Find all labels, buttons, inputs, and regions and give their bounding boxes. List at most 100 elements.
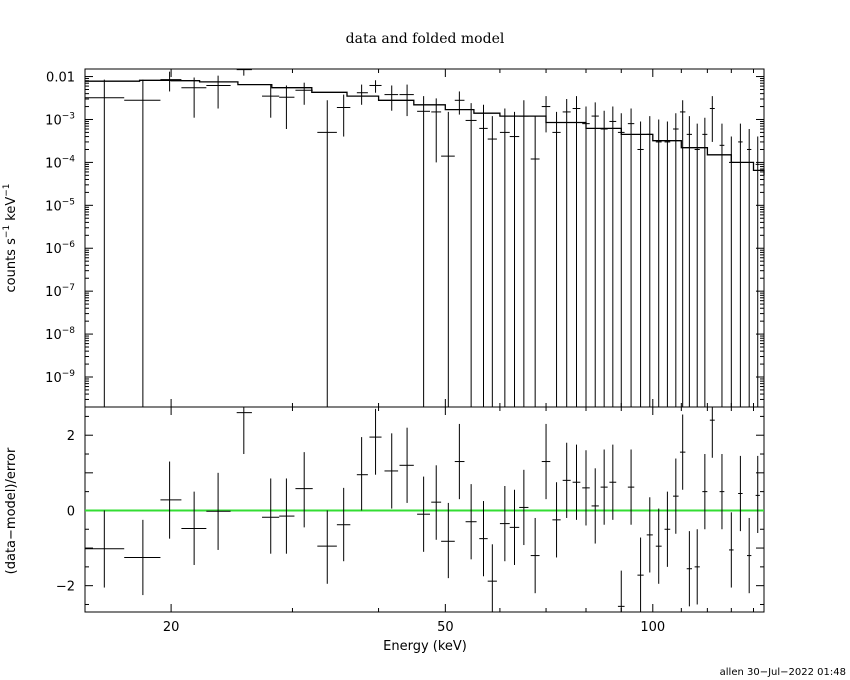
residual-point <box>317 510 337 584</box>
data-point <box>664 121 671 407</box>
residual-point <box>582 450 590 526</box>
y-tick-exponent: −3 <box>62 111 75 121</box>
residual-point <box>399 427 414 503</box>
data-point <box>384 85 399 111</box>
data-point <box>541 96 551 133</box>
residual-point <box>617 570 625 612</box>
residual-point <box>719 454 725 530</box>
y-tick-label: 10−3 <box>45 111 75 128</box>
residual-point <box>729 512 734 588</box>
data-point <box>479 104 488 407</box>
y-tick-label: 10−9 <box>45 369 75 386</box>
data-point <box>431 98 442 163</box>
residual-point <box>160 461 182 539</box>
data-point <box>582 106 590 407</box>
y-tick-base: 10 <box>45 242 62 257</box>
x-tick-label: 20 <box>163 620 180 635</box>
data-point <box>755 136 760 407</box>
y-tick-exponent: −9 <box>62 369 76 379</box>
residual-point <box>686 531 693 607</box>
residual-point <box>552 482 561 558</box>
data-point <box>85 79 125 407</box>
residual-point <box>519 469 529 546</box>
data-point <box>627 108 635 407</box>
y-tick-base: 10 <box>45 285 62 300</box>
residual-point <box>487 544 497 612</box>
data-point <box>530 116 540 407</box>
data-point <box>646 116 653 407</box>
y-tick-label: 10−8 <box>45 326 75 343</box>
residual-point <box>755 455 760 534</box>
residual-point <box>465 484 477 560</box>
residual-point <box>679 414 686 490</box>
data-point <box>417 96 430 407</box>
residual-point <box>295 452 313 528</box>
residual-point <box>124 519 161 596</box>
residual-point <box>646 497 653 573</box>
data-point <box>552 111 561 407</box>
residual-point <box>441 502 455 579</box>
residual-point <box>431 465 442 540</box>
data-point <box>738 123 743 407</box>
data-point <box>637 121 644 407</box>
y-label-unit: keV <box>4 197 19 225</box>
data-point <box>262 84 280 118</box>
y-tick-label: 10−4 <box>45 154 75 171</box>
main-y-axis-label: counts s−1 keV−1 <box>2 183 19 292</box>
y-tick-label: 10−6 <box>45 240 75 257</box>
residual-point <box>702 454 708 530</box>
residual-point <box>738 455 743 532</box>
residual-point <box>541 423 551 500</box>
data-point <box>686 116 693 407</box>
y-tick-exponent: −6 <box>62 240 76 250</box>
data-point <box>295 82 313 105</box>
residual-point <box>694 529 700 605</box>
residual-point <box>509 489 520 565</box>
data-point <box>719 123 725 407</box>
y-tick-label: 10−5 <box>45 197 75 214</box>
data-point <box>572 96 581 407</box>
residual-point <box>499 485 510 562</box>
y-tick-base: 10 <box>45 113 62 128</box>
data-point <box>591 102 599 407</box>
data-point <box>369 80 382 93</box>
footer-stamp: allen 30−Jul−2022 01:48 <box>720 667 846 678</box>
chart-title: data and folded model <box>346 31 505 47</box>
data-point <box>655 119 662 407</box>
residual-point <box>206 472 231 550</box>
y-tick-base: 10 <box>45 328 62 343</box>
residual-point <box>236 407 252 455</box>
residual-point <box>384 433 399 509</box>
residual-point <box>609 444 617 520</box>
y-tick-label: 2 <box>67 429 75 444</box>
residual-point <box>369 408 382 475</box>
data-point <box>679 100 686 407</box>
data-point <box>206 75 231 109</box>
main-plot-frame <box>84 68 765 408</box>
data-point <box>465 103 477 407</box>
residual-point <box>747 517 752 594</box>
model-step-line <box>85 79 765 176</box>
data-point <box>336 94 351 137</box>
data-point <box>609 106 617 407</box>
data-point <box>356 84 368 105</box>
data-point <box>562 99 571 407</box>
data-point <box>441 111 455 407</box>
y-tick-exponent: −7 <box>62 283 75 293</box>
residual-point <box>479 501 488 577</box>
data-point <box>487 116 497 407</box>
data-point <box>747 129 752 407</box>
residual-point <box>356 437 368 511</box>
residual-y-axis-label: (data−model)/error <box>4 447 19 574</box>
y-tick-exponent: −4 <box>62 154 76 164</box>
data-point <box>124 79 161 407</box>
data-point <box>702 117 708 407</box>
data-point <box>279 85 295 129</box>
residual-point <box>637 537 644 612</box>
data-point <box>617 113 625 407</box>
data-point <box>673 113 679 407</box>
data-point <box>519 100 529 407</box>
data-point <box>709 96 715 142</box>
residual-point <box>627 449 635 525</box>
